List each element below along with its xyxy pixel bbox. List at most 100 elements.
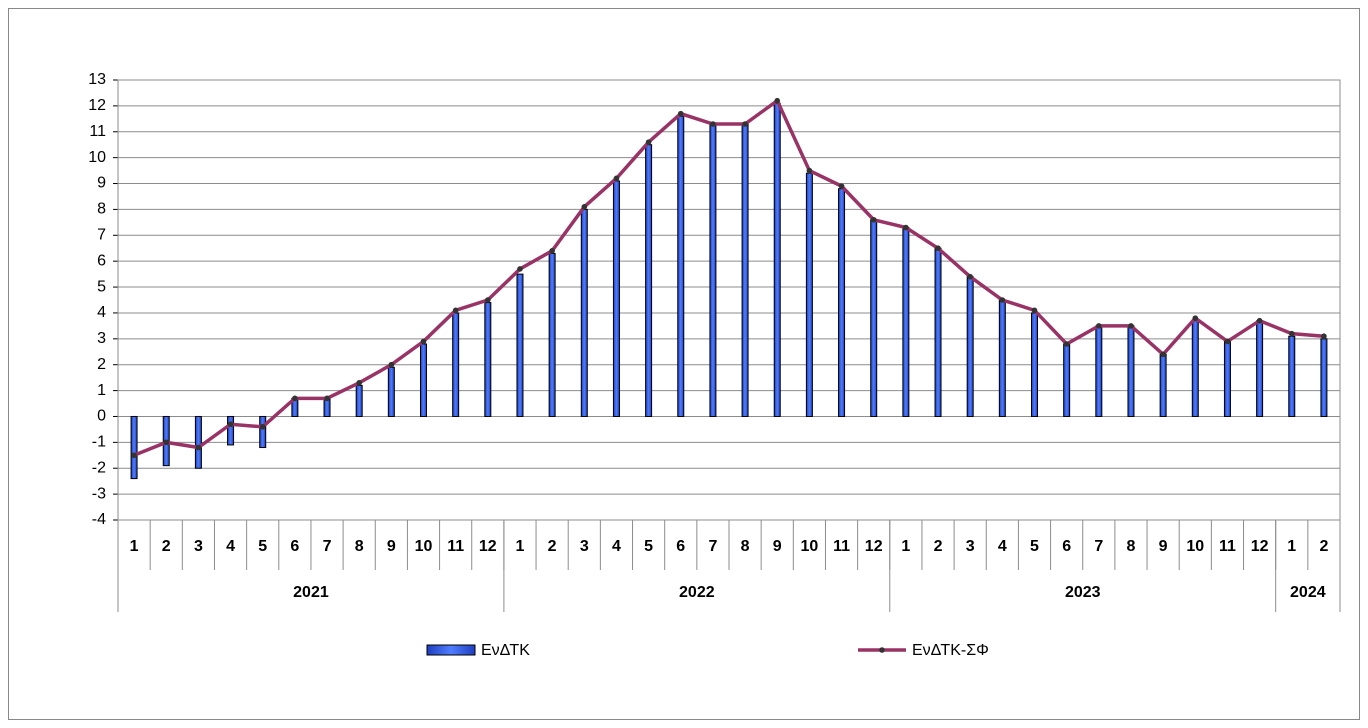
bar [773, 102, 781, 417]
line-point [195, 444, 202, 451]
bar [870, 219, 878, 417]
x-tick-label: 10 [1186, 538, 1204, 555]
y-tick-label: 13 [88, 71, 106, 88]
line-point [581, 204, 588, 210]
x-tick-label: 5 [1030, 538, 1039, 555]
x-tick-label: 12 [479, 538, 497, 555]
x-tick-label: 6 [1062, 538, 1071, 555]
x-tick-label: 9 [773, 538, 782, 555]
bar [227, 415, 235, 446]
line-point [259, 424, 266, 430]
y-tick-label: 9 [97, 175, 106, 192]
line-point [613, 175, 620, 182]
legend-label: ΕνΔΤΚ [481, 642, 530, 659]
y-tick-label: 11 [89, 123, 106, 140]
line-point [677, 110, 684, 117]
bar [741, 123, 749, 417]
x-tick-label: 10 [800, 538, 818, 555]
line-point [1063, 341, 1070, 347]
bar [838, 188, 846, 417]
x-group-label: 2023 [1065, 584, 1101, 601]
y-tick-label: 5 [97, 278, 106, 295]
x-tick-label: 5 [258, 538, 267, 555]
bar [1127, 325, 1135, 417]
x-tick-label: 11 [833, 538, 850, 555]
y-tick-label: 6 [97, 252, 106, 269]
line-point [1192, 315, 1199, 321]
line-point [1128, 323, 1134, 329]
x-tick-label: 1 [1287, 538, 1296, 555]
x-tick-label: 3 [194, 538, 203, 555]
line-point [131, 452, 137, 459]
x-tick-label: 2 [548, 538, 557, 555]
x-tick-label: 8 [355, 538, 364, 555]
y-tick-label: 12 [88, 97, 106, 114]
x-tick-label: 1 [901, 538, 910, 555]
line-point [967, 273, 973, 280]
line-point [1031, 307, 1038, 314]
bar [355, 384, 363, 417]
x-tick-label: 2 [934, 538, 943, 555]
line-point [227, 421, 234, 428]
x-tick-label: 11 [1219, 538, 1236, 555]
x-group-label: 2024 [1290, 584, 1326, 601]
bar [612, 180, 620, 417]
line-point [742, 121, 748, 127]
line-point [1321, 333, 1327, 340]
line-point [324, 395, 330, 402]
line [133, 98, 1325, 457]
x-tick-label: 1 [130, 538, 139, 555]
x-tick-label: 3 [966, 538, 975, 555]
line-point [645, 139, 652, 145]
bar [484, 302, 492, 417]
bar [934, 247, 942, 417]
x-tick-label: 2 [162, 538, 171, 555]
x-tick-label: 7 [1094, 538, 1103, 555]
line-point [935, 245, 941, 252]
x-tick-label: 4 [226, 538, 235, 555]
legend-marker [879, 647, 885, 653]
legend-swatch [426, 644, 476, 656]
line-point [292, 395, 298, 402]
x-tick-label: 1 [516, 538, 525, 555]
bar [1159, 353, 1167, 417]
y-tick-label: -3 [92, 485, 106, 502]
bar [966, 276, 974, 417]
bar [645, 144, 653, 417]
bar [805, 172, 813, 417]
line-point [774, 97, 781, 104]
x-tick-label: 11 [447, 538, 464, 555]
bar [677, 115, 685, 417]
legend-label: ΕνΔΤΚ-ΣΦ [912, 642, 989, 659]
y-tick-label: 8 [97, 201, 106, 218]
line-point [710, 121, 716, 127]
x-tick-label: 2 [1319, 538, 1328, 555]
line-point [1288, 330, 1295, 337]
y-tick-label: 3 [97, 330, 106, 347]
line-point [806, 167, 813, 174]
line-point [1224, 338, 1231, 345]
x-tick-label: 4 [612, 538, 621, 555]
x-tick-label: 3 [580, 538, 589, 555]
y-tick-label: 0 [97, 408, 106, 425]
x-tick-label: 8 [741, 538, 750, 555]
line-point [1160, 351, 1166, 358]
y-tick-label: -1 [92, 434, 106, 451]
y-tick-label: 2 [97, 356, 106, 373]
bar [709, 123, 717, 417]
bar [1288, 335, 1296, 417]
x-tick-label: 8 [1127, 538, 1136, 555]
y-tick-label: 1 [97, 382, 106, 399]
x-tick-label: 7 [323, 538, 332, 555]
line-point [870, 216, 877, 223]
bar [1191, 320, 1199, 417]
bar [1256, 320, 1264, 417]
x-tick-label: 4 [998, 538, 1007, 555]
line-point [163, 439, 170, 446]
line-point [485, 297, 491, 303]
y-tick-label: 7 [97, 227, 106, 244]
bar [452, 312, 460, 417]
y-tick-label: 4 [97, 304, 106, 321]
bar [1320, 338, 1328, 417]
line-point [420, 338, 427, 345]
